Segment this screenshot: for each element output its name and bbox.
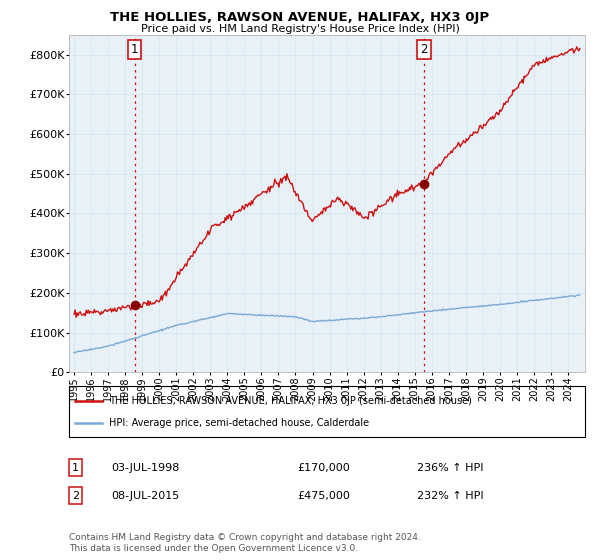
Text: THE HOLLIES, RAWSON AVENUE, HALIFAX, HX3 0JP (semi-detached house): THE HOLLIES, RAWSON AVENUE, HALIFAX, HX3… — [109, 395, 472, 405]
Text: 1: 1 — [131, 44, 139, 57]
Text: Contains HM Land Registry data © Crown copyright and database right 2024.
This d: Contains HM Land Registry data © Crown c… — [69, 533, 421, 553]
Text: £475,000: £475,000 — [297, 491, 350, 501]
Text: 232% ↑ HPI: 232% ↑ HPI — [417, 491, 484, 501]
Text: 236% ↑ HPI: 236% ↑ HPI — [417, 463, 484, 473]
Text: 03-JUL-1998: 03-JUL-1998 — [111, 463, 179, 473]
Text: THE HOLLIES, RAWSON AVENUE, HALIFAX, HX3 0JP: THE HOLLIES, RAWSON AVENUE, HALIFAX, HX3… — [110, 11, 490, 24]
Text: 2: 2 — [421, 44, 428, 57]
Text: HPI: Average price, semi-detached house, Calderdale: HPI: Average price, semi-detached house,… — [109, 418, 370, 428]
Text: £170,000: £170,000 — [297, 463, 350, 473]
Text: 1: 1 — [72, 463, 79, 473]
Text: 2: 2 — [72, 491, 79, 501]
Text: 08-JUL-2015: 08-JUL-2015 — [111, 491, 179, 501]
Text: Price paid vs. HM Land Registry's House Price Index (HPI): Price paid vs. HM Land Registry's House … — [140, 24, 460, 34]
